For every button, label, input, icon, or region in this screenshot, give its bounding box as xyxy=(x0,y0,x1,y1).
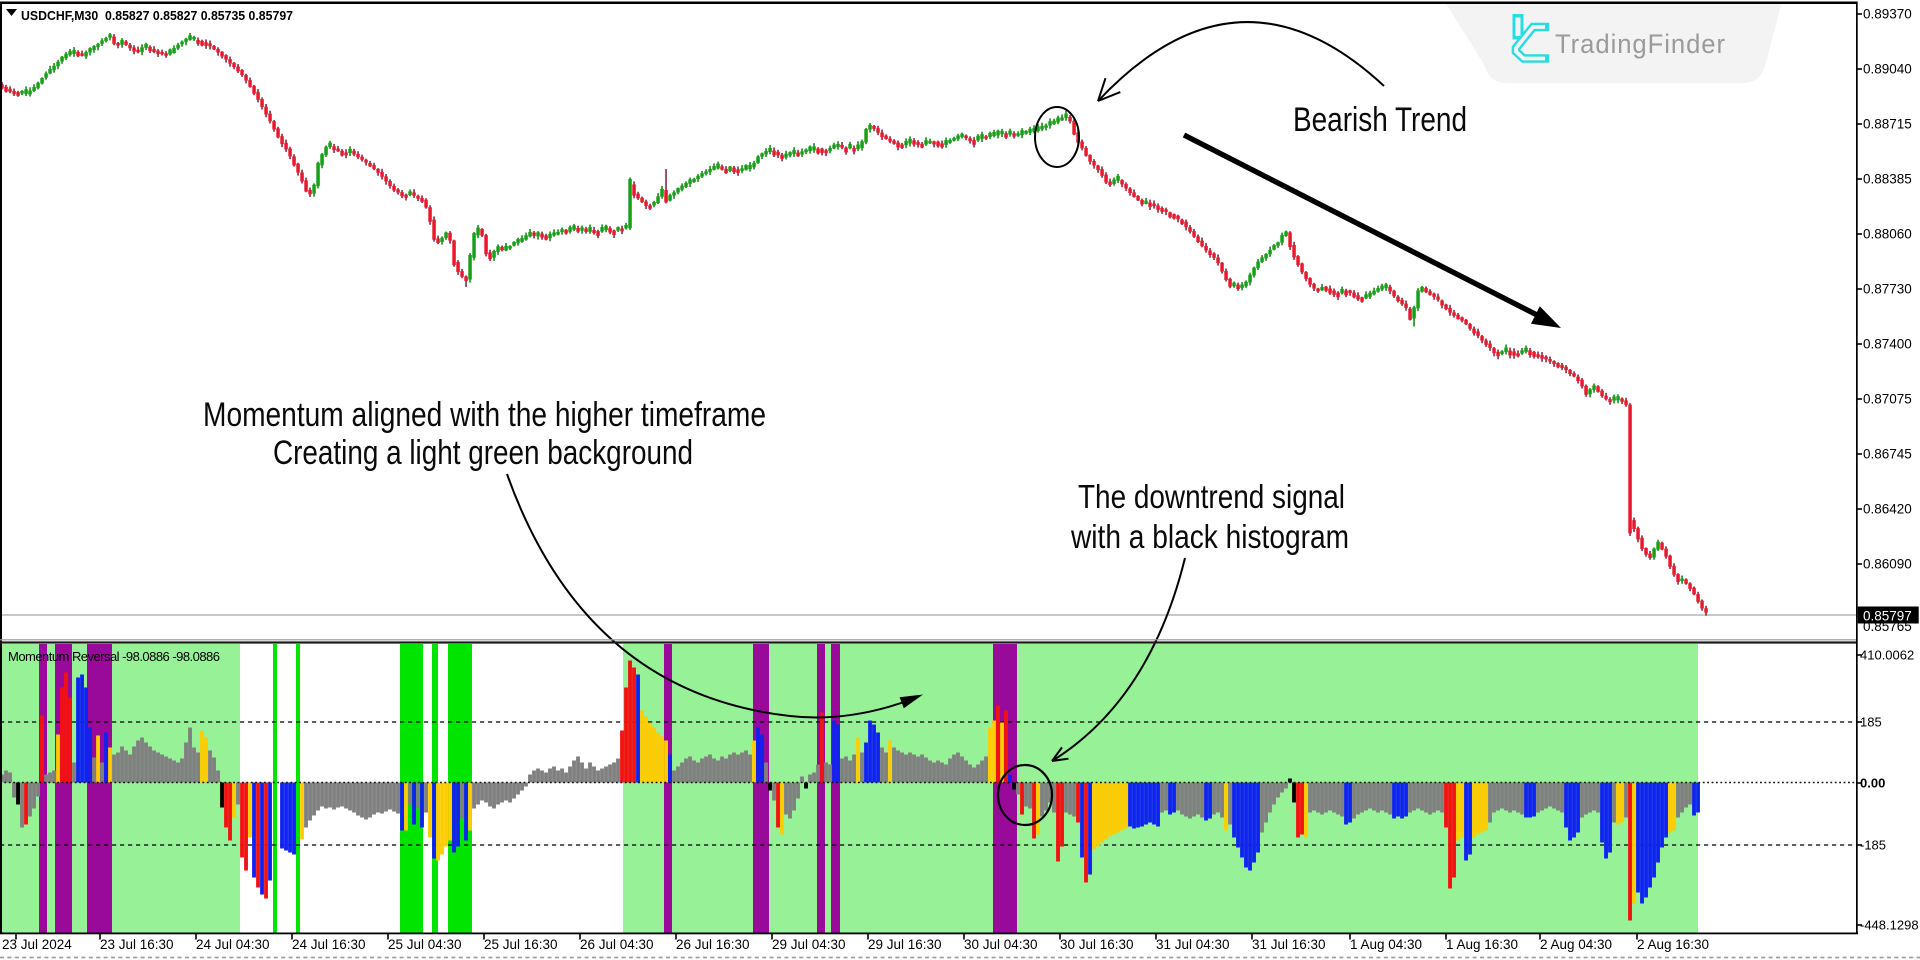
svg-text:0.86090: 0.86090 xyxy=(1863,557,1912,572)
svg-text:0.88715: 0.88715 xyxy=(1863,117,1912,132)
svg-text:USDCHF,M30 0.85827 0.85827 0.: USDCHF,M30 0.85827 0.85827 0.85735 0.857… xyxy=(21,8,293,23)
svg-text:Creating a light green backgro: Creating a light green background xyxy=(273,434,693,472)
svg-text:24 Jul 16:30: 24 Jul 16:30 xyxy=(292,937,366,952)
svg-text:2 Aug 16:30: 2 Aug 16:30 xyxy=(1637,937,1709,952)
svg-text:30 Jul 04:30: 30 Jul 04:30 xyxy=(964,937,1038,952)
svg-text:TradingFinder: TradingFinder xyxy=(1555,29,1726,59)
svg-text:29 Jul 16:30: 29 Jul 16:30 xyxy=(868,937,942,952)
svg-text:-185: -185 xyxy=(1860,838,1886,853)
svg-text:25 Jul 16:30: 25 Jul 16:30 xyxy=(484,937,558,952)
svg-text:0.85797: 0.85797 xyxy=(1863,609,1912,624)
svg-text:23 Jul 16:30: 23 Jul 16:30 xyxy=(100,937,174,952)
svg-text:0.87730: 0.87730 xyxy=(1863,282,1912,297)
svg-text:with a black histogram: with a black histogram xyxy=(1070,518,1349,555)
svg-text:26 Jul 16:30: 26 Jul 16:30 xyxy=(676,937,750,952)
svg-text:0.88060: 0.88060 xyxy=(1863,227,1912,242)
svg-text:0.87400: 0.87400 xyxy=(1863,337,1912,352)
svg-text:25 Jul 04:30: 25 Jul 04:30 xyxy=(388,937,462,952)
svg-text:24 Jul 04:30: 24 Jul 04:30 xyxy=(196,937,270,952)
svg-text:26 Jul 04:30: 26 Jul 04:30 xyxy=(580,937,654,952)
svg-text:2 Aug 04:30: 2 Aug 04:30 xyxy=(1540,937,1612,952)
svg-text:185: 185 xyxy=(1860,715,1882,730)
svg-text:31 Jul 16:30: 31 Jul 16:30 xyxy=(1252,937,1326,952)
svg-text:Momentum aligned with the high: Momentum aligned with the higher timefra… xyxy=(203,396,766,434)
svg-text:0.89370: 0.89370 xyxy=(1863,7,1912,22)
svg-text:1 Aug 04:30: 1 Aug 04:30 xyxy=(1350,937,1422,952)
svg-text:23 Jul 2024: 23 Jul 2024 xyxy=(2,937,72,952)
svg-text:410.0062: 410.0062 xyxy=(1860,648,1914,663)
svg-text:The downtrend signal: The downtrend signal xyxy=(1078,478,1345,515)
svg-text:30 Jul 16:30: 30 Jul 16:30 xyxy=(1060,937,1134,952)
svg-text:0.89040: 0.89040 xyxy=(1863,62,1912,77)
svg-text:-448.1298: -448.1298 xyxy=(1860,918,1919,933)
svg-text:Momentum Reversal -98.0886 -98: Momentum Reversal -98.0886 -98.0886 xyxy=(8,649,220,664)
svg-text:0.88385: 0.88385 xyxy=(1863,172,1912,187)
svg-text:Bearish Trend: Bearish Trend xyxy=(1293,101,1467,139)
svg-text:31 Jul 04:30: 31 Jul 04:30 xyxy=(1156,937,1230,952)
svg-text:1 Aug 16:30: 1 Aug 16:30 xyxy=(1446,937,1518,952)
svg-text:0.86420: 0.86420 xyxy=(1863,502,1912,517)
svg-text:29 Jul 04:30: 29 Jul 04:30 xyxy=(772,937,846,952)
svg-text:0.00: 0.00 xyxy=(1860,776,1885,791)
svg-text:0.87075: 0.87075 xyxy=(1863,392,1912,407)
svg-text:0.86745: 0.86745 xyxy=(1863,447,1912,462)
